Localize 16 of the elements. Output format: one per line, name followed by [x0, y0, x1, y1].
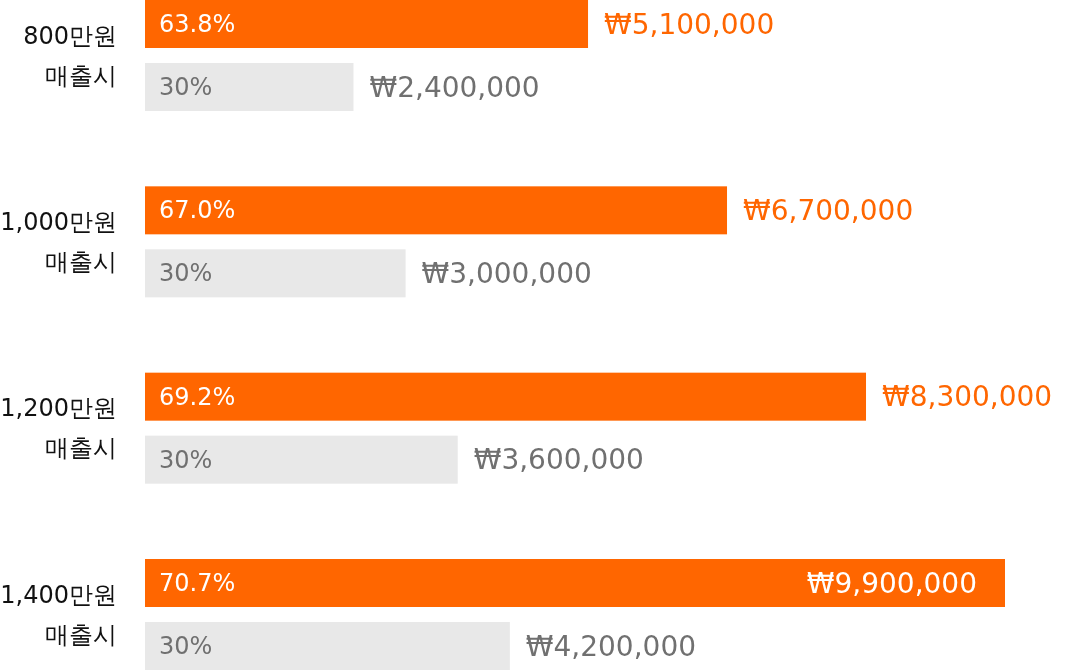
annotation: 30%: [159, 445, 213, 474]
data-label: ₩2,400,000: [369, 70, 540, 104]
data-label: ₩8,300,000: [882, 380, 1053, 414]
annotation: 30%: [159, 259, 213, 288]
annotation: 63.8%: [159, 10, 236, 38]
data-label: ₩5,100,000: [604, 7, 775, 41]
annotation: 30%: [159, 632, 213, 660]
annotation: 30%: [159, 73, 213, 101]
data-label: ₩3,600,000: [473, 443, 644, 477]
annotation: 67.0%: [159, 196, 236, 225]
annotation: 69.2%: [159, 382, 236, 411]
data-label: ₩4,200,000: [525, 629, 697, 663]
data-label: ₩3,000,000: [421, 256, 592, 290]
annotation: 70.7%: [159, 569, 236, 597]
data-label: ₩6,700,000: [743, 193, 914, 227]
data-label: ₩9,900,000: [806, 566, 977, 600]
